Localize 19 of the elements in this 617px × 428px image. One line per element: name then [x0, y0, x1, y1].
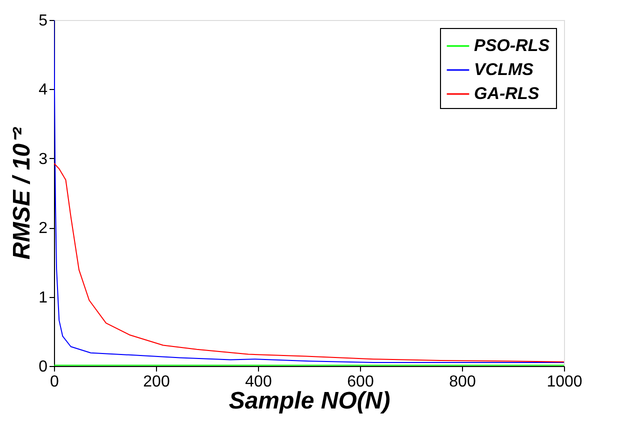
y-axis-title: RMSE / 10⁻² — [8, 126, 36, 260]
line-series — [54, 162, 564, 362]
y-tick-label: 4 — [38, 82, 48, 99]
y-tick-label: 1 — [38, 289, 48, 306]
x-tick-label: 1000 — [546, 374, 582, 390]
x-tick-label: 200 — [143, 374, 170, 390]
y-tick-label: 0 — [38, 358, 48, 376]
x-axis-title: Sample NO(N) — [228, 388, 390, 414]
legend-label: GA-RLS — [474, 84, 540, 103]
x-tick-label: 600 — [347, 374, 374, 390]
x-tick-label: 400 — [245, 374, 272, 390]
x-tick-label: 0 — [50, 374, 60, 390]
y-tick-label: 5 — [38, 12, 48, 30]
legend-label: VCLMS — [474, 60, 534, 79]
y-tick-label: 3 — [38, 150, 48, 168]
x-tick-label: 800 — [449, 374, 476, 390]
legend-label: PSO-RLS — [474, 36, 550, 55]
y-tick-label: 2 — [38, 220, 48, 238]
line-series — [54, 20, 564, 364]
